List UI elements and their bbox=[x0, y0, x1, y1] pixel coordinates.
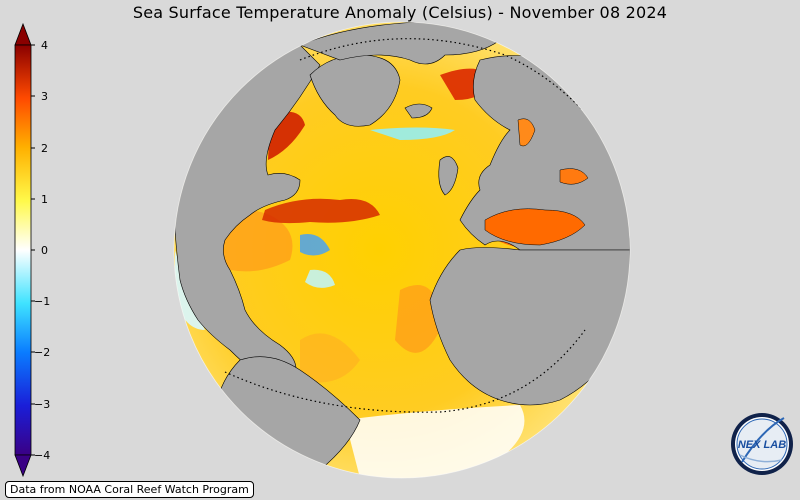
colorbar: 4 3 2 1 0 −1 −2 −3 −4 bbox=[14, 22, 50, 478]
anomaly-cool-region bbox=[305, 269, 335, 288]
anomaly-cool-region bbox=[370, 127, 455, 140]
land-iceland bbox=[404, 103, 433, 119]
anomaly-hot-region bbox=[262, 198, 380, 224]
baltic-sea bbox=[517, 118, 536, 147]
colorbar-tick: −4 bbox=[34, 449, 50, 462]
colorbar-tick: 0 bbox=[41, 244, 48, 257]
colorbar-tick: 1 bbox=[41, 193, 48, 206]
colorbar-tick: 3 bbox=[41, 90, 48, 103]
anomaly-warm-region bbox=[395, 285, 440, 353]
anomaly-cool-region bbox=[300, 234, 330, 256]
mediterranean-sea bbox=[484, 208, 586, 246]
black-sea bbox=[559, 168, 589, 185]
anomaly-cool-region bbox=[345, 405, 525, 478]
arctic-circle-line bbox=[299, 38, 601, 131]
data-source-label: Data from NOAA Coral Reef Watch Program bbox=[5, 481, 254, 498]
globe-outline bbox=[173, 21, 631, 479]
land-arctic-islands bbox=[299, 22, 501, 65]
colorbar-bottom-arrow bbox=[14, 454, 32, 478]
colorbar-tick: −1 bbox=[34, 295, 50, 308]
anomaly-warm-region bbox=[300, 333, 360, 383]
tropic-line bbox=[224, 329, 586, 413]
colorbar-tick: 4 bbox=[41, 39, 48, 52]
colorbar-tick: −2 bbox=[34, 346, 50, 359]
colorbar-tick: −3 bbox=[34, 398, 50, 411]
anomaly-cool-region bbox=[175, 250, 205, 330]
land-british-isles bbox=[438, 156, 459, 196]
colorbar-tick: 2 bbox=[41, 142, 48, 155]
map-title: Sea Surface Temperature Anomaly (Celsius… bbox=[132, 3, 668, 22]
land-africa bbox=[429, 247, 630, 406]
